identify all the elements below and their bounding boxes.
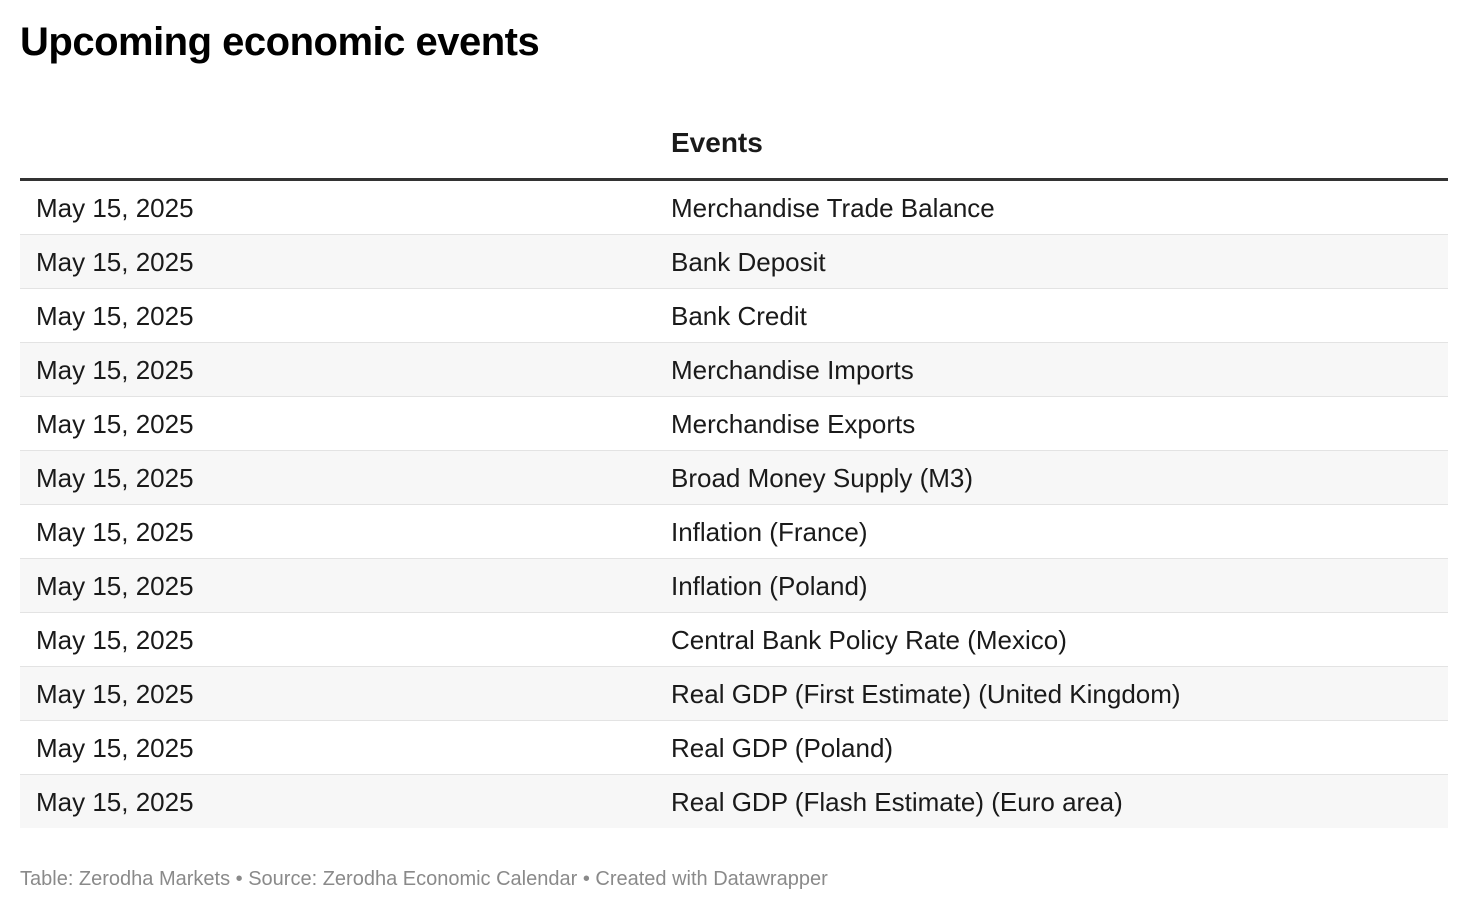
cell-event: Inflation (Poland) <box>671 571 868 601</box>
cell-event: Merchandise Exports <box>671 409 916 439</box>
table-row: May 15, 2025 Real GDP (Flash Estimate) (E… <box>20 775 1448 828</box>
table-row: May 15, 2025 Merchandise Exports <box>20 397 1448 451</box>
cell-date: May 15, 2025 <box>36 247 194 277</box>
table-row: May 15, 2025 Merchandise Trade Balance <box>20 181 1448 235</box>
table-row: May 15, 2025 Central Bank Policy Rate (Me… <box>20 613 1448 667</box>
cell-date: May 15, 2025 <box>36 679 194 709</box>
cell-date: May 15, 2025 <box>36 517 194 547</box>
cell-date: May 15, 2025 <box>36 409 194 439</box>
cell-event: Real GDP (First Estimate) (United Kingdo… <box>671 679 1181 709</box>
column-header-events: Events <box>671 127 763 158</box>
cell-event: Broad Money Supply (M3) <box>671 463 974 493</box>
cell-date: May 15, 2025 <box>36 787 194 817</box>
table-row: May 15, 2025 Inflation (France) <box>20 505 1448 559</box>
cell-date: May 15, 2025 <box>36 571 194 601</box>
cell-event: Bank Credit <box>671 301 807 331</box>
table-row: May 15, 2025 Real GDP (Poland) <box>20 721 1448 775</box>
events-table: Events May 15, 2025 Merchandise Trade Bal… <box>20 110 1448 828</box>
cell-date: May 15, 2025 <box>36 355 194 385</box>
table-header: Events <box>20 110 1448 181</box>
table-row: May 15, 2025 Real GDP (First Estimate) (U… <box>20 667 1448 721</box>
cell-date: May 15, 2025 <box>36 301 194 331</box>
table-row: May 15, 2025 Broad Money Supply (M3) <box>20 451 1448 505</box>
table-row: May 15, 2025 Bank Deposit <box>20 235 1448 289</box>
cell-event: Merchandise Imports <box>671 355 914 385</box>
table-row: May 15, 2025 Inflation (Poland) <box>20 559 1448 613</box>
table-row: May 15, 2025 Merchandise Imports <box>20 343 1448 397</box>
cell-date: May 15, 2025 <box>36 733 194 763</box>
cell-event: Real GDP (Poland) <box>671 733 894 763</box>
cell-event: Merchandise Trade Balance <box>671 193 995 223</box>
cell-event: Bank Deposit <box>671 247 826 277</box>
cell-event: Central Bank Policy Rate (Mexico) <box>671 625 1067 655</box>
table-body: May 15, 2025 Merchandise Trade Balance May… <box>20 181 1448 828</box>
footer-credits: Table: Zerodha Markets • Source: Zerodha… <box>20 868 828 890</box>
cell-event: Inflation (France) <box>671 517 868 547</box>
cell-date: May 15, 2025 <box>36 193 194 223</box>
table-row: May 15, 2025 Bank Credit <box>20 289 1448 343</box>
page-title: Upcoming economic events <box>20 20 540 64</box>
cell-event: Real GDP (Flash Estimate) (Euro area) <box>671 787 1123 817</box>
cell-date: May 15, 2025 <box>36 463 194 493</box>
cell-date: May 15, 2025 <box>36 625 194 655</box>
